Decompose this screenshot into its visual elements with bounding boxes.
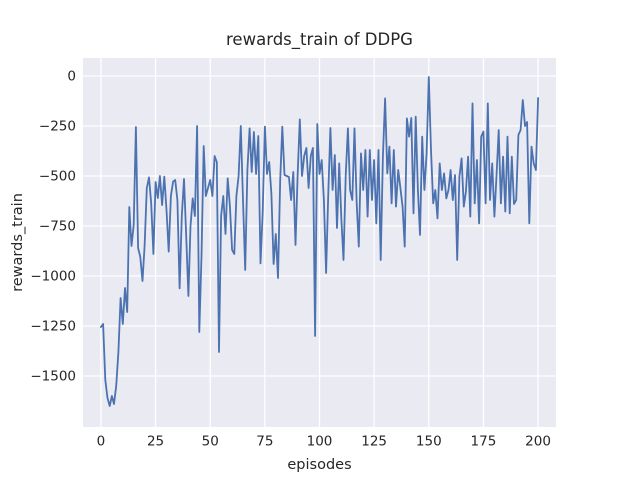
- x-tick-label: 200: [525, 434, 551, 450]
- x-tick-label: 125: [361, 434, 387, 450]
- x-tick-label: 75: [256, 434, 273, 450]
- rewards-train-line-series: [100, 76, 539, 407]
- y-tick-label: −1000: [30, 269, 76, 285]
- y-tick-label: −250: [39, 119, 76, 135]
- y-tick-label: −1500: [30, 369, 76, 385]
- y-tick-label: 0: [67, 69, 76, 85]
- y-axis-label: rewards_train: [10, 193, 26, 292]
- x-tick-label: 25: [147, 434, 164, 450]
- gridlines: [83, 58, 556, 427]
- y-tick-label: −750: [39, 219, 76, 235]
- y-tick-label: −1250: [30, 319, 76, 335]
- y-tick-label: −500: [39, 169, 76, 185]
- y-axis-tick-labels: 0 −250 −500 −750 −1000 −1250 −1500: [30, 69, 76, 385]
- x-tick-label: 50: [202, 434, 219, 450]
- x-tick-label: 0: [97, 434, 106, 450]
- chart-title: rewards_train of DDPG: [226, 30, 413, 50]
- x-axis-tick-labels: 0 25 50 75 100 125 150 175 200: [97, 434, 551, 450]
- x-tick-label: 175: [471, 434, 497, 450]
- x-tick-label: 150: [416, 434, 442, 450]
- x-axis-label: episodes: [287, 457, 351, 473]
- x-tick-label: 100: [307, 434, 333, 450]
